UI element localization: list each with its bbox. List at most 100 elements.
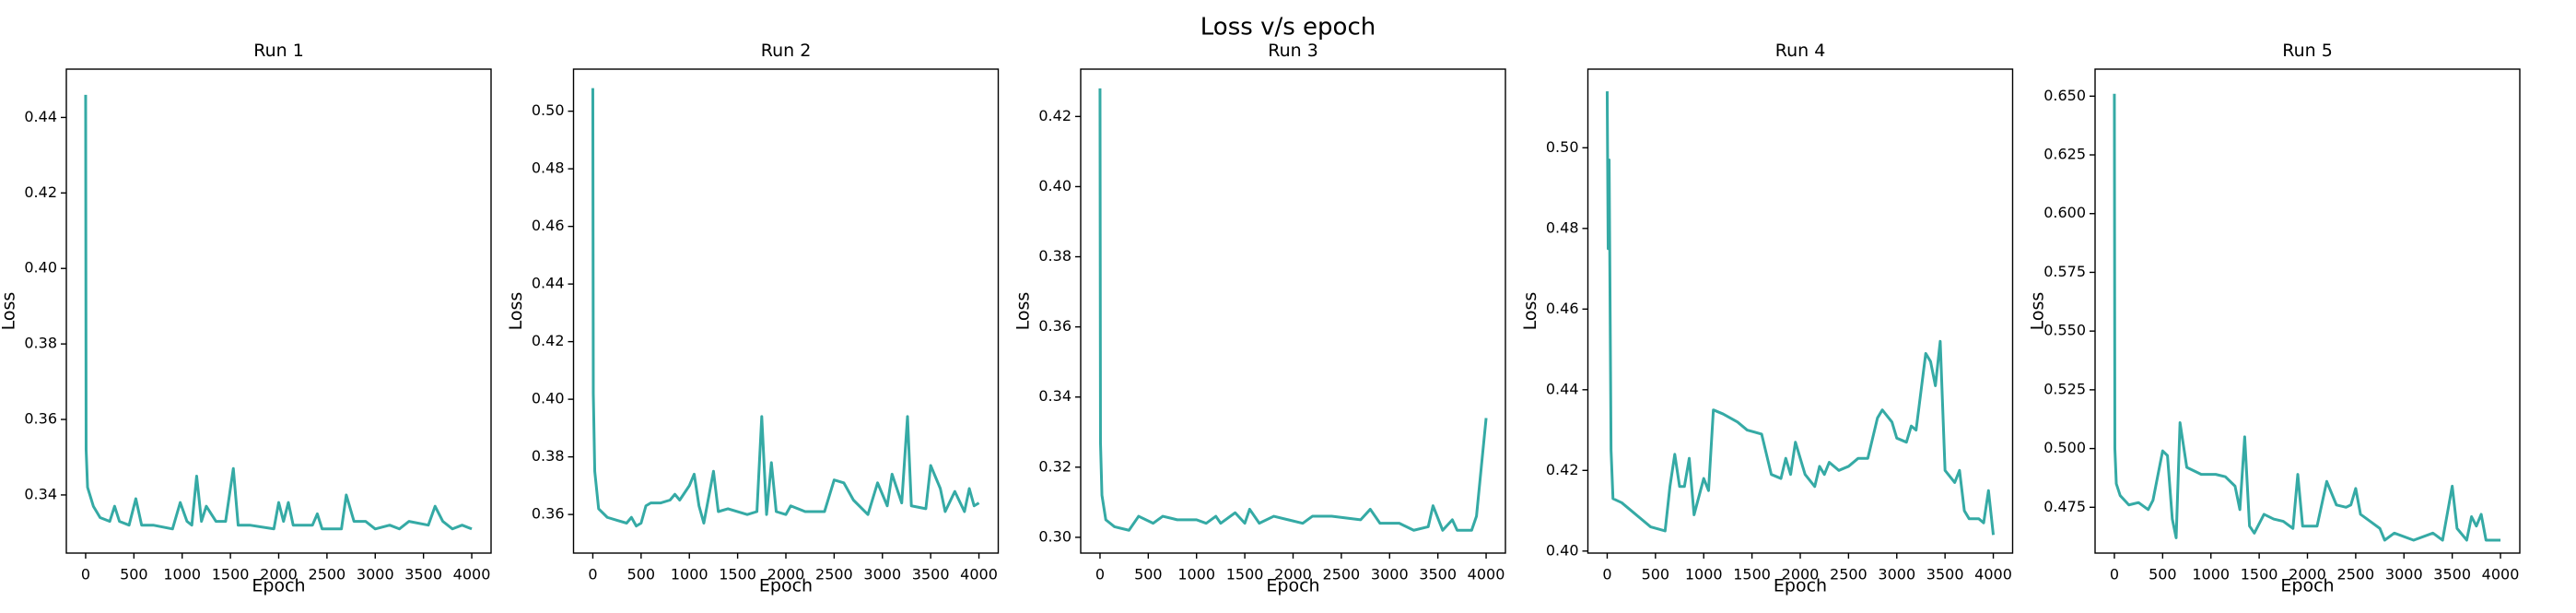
y-tick-label: 0.38: [532, 447, 565, 465]
figure-title: Loss v/s epoch: [1200, 14, 1376, 41]
y-tick-label: 0.50: [532, 101, 565, 119]
x-axis-label: Epoch: [2280, 576, 2334, 596]
axes-frame: [1587, 68, 2014, 554]
x-tick-label: 2500: [815, 566, 853, 584]
x-tick-label: 4000: [1468, 566, 1505, 584]
y-tick-label: 0.500: [2043, 439, 2086, 456]
y-tick-label: 0.34: [24, 485, 57, 502]
x-tick-label: 3000: [1371, 566, 1409, 584]
y-tick-label: 0.42: [1038, 107, 1071, 124]
y-tick-label: 0.34: [1038, 387, 1071, 405]
y-axis-label: Loss: [0, 292, 19, 331]
x-tick-label: 0: [1095, 566, 1105, 584]
x-tick-label: 4000: [1974, 566, 2012, 584]
y-tick-label: 0.40: [24, 259, 57, 277]
subplot-title: Run 3: [1268, 41, 1318, 61]
x-tick-label: 1500: [719, 566, 756, 584]
axes-frame: [1080, 68, 1506, 554]
x-tick-label: 3000: [2385, 566, 2423, 584]
x-tick-label: 1500: [2241, 566, 2278, 584]
y-axis-label: Loss: [1013, 292, 1034, 331]
loss-line: [84, 94, 473, 531]
x-tick-label: 0: [81, 566, 90, 584]
y-tick-label: 0.38: [24, 335, 57, 352]
x-tick-label: 3500: [1926, 566, 1964, 584]
x-tick-label: 3500: [2433, 566, 2471, 584]
x-tick-label: 3000: [357, 566, 394, 584]
y-tick-label: 0.44: [532, 275, 565, 292]
x-tick-label: 2500: [1830, 566, 1868, 584]
y-tick-label: 0.36: [1038, 317, 1071, 335]
x-axis-label: Epoch: [1774, 576, 1827, 596]
x-tick-label: 500: [1134, 566, 1163, 584]
subplot-title: Run 4: [1775, 41, 1826, 61]
y-tick-label: 0.42: [532, 332, 565, 349]
x-tick-label: 1500: [212, 566, 250, 584]
x-axis-label: Epoch: [252, 576, 305, 596]
y-tick-label: 0.575: [2043, 263, 2086, 280]
x-tick-label: 500: [1642, 566, 1670, 584]
x-tick-label: 1500: [1226, 566, 1264, 584]
y-tick-label: 0.46: [532, 217, 565, 234]
y-tick-label: 0.475: [2043, 498, 2086, 515]
y-tick-label: 0.40: [1546, 541, 1579, 559]
y-axis-label: Loss: [2028, 292, 2048, 331]
x-tick-label: 1500: [1733, 566, 1771, 584]
y-tick-label: 0.48: [532, 159, 565, 177]
x-tick-label: 3500: [404, 566, 442, 584]
x-tick-label: 0: [588, 566, 597, 584]
y-tick-label: 0.40: [1038, 177, 1071, 195]
axes-frame: [65, 68, 492, 554]
y-tick-label: 0.46: [1546, 300, 1579, 317]
axes-frame: [2094, 68, 2521, 554]
y-tick-label: 0.600: [2043, 204, 2086, 221]
x-tick-label: 2000: [260, 566, 298, 584]
x-tick-label: 4000: [2482, 566, 2520, 584]
loss-line: [2113, 93, 2501, 542]
x-tick-label: 3000: [863, 566, 901, 584]
subplot-title: Run 5: [2282, 41, 2333, 61]
y-axis-label: Loss: [1520, 292, 1540, 331]
y-tick-label: 0.44: [1546, 380, 1579, 397]
x-tick-label: 1000: [2192, 566, 2230, 584]
y-tick-label: 0.525: [2043, 380, 2086, 397]
x-tick-label: 4000: [960, 566, 998, 584]
x-tick-label: 2000: [1274, 566, 1312, 584]
x-tick-label: 1000: [163, 566, 201, 584]
y-tick-label: 0.42: [1546, 461, 1579, 478]
x-tick-label: 3500: [1419, 566, 1457, 584]
y-tick-label: 0.36: [24, 410, 57, 428]
x-tick-label: 4000: [453, 566, 491, 584]
x-tick-label: 2500: [2337, 566, 2375, 584]
y-axis-label: Loss: [506, 292, 526, 331]
y-tick-label: 0.625: [2043, 146, 2086, 163]
y-tick-label: 0.44: [24, 108, 57, 125]
x-tick-label: 2000: [767, 566, 805, 584]
subplot-title: Run 2: [761, 41, 812, 61]
y-tick-label: 0.48: [1546, 218, 1579, 236]
loss-line: [1605, 91, 1996, 536]
x-tick-label: 1000: [1177, 566, 1215, 584]
x-tick-label: 0: [2110, 566, 2119, 584]
loss-line: [591, 88, 980, 528]
y-tick-label: 0.650: [2043, 87, 2086, 104]
y-tick-label: 0.550: [2043, 322, 2086, 339]
x-axis-label: Epoch: [759, 576, 813, 596]
y-tick-label: 0.30: [1038, 527, 1071, 545]
loss-line: [1098, 88, 1488, 532]
y-tick-label: 0.40: [532, 390, 565, 407]
axes-frame: [572, 68, 1000, 554]
y-tick-label: 0.42: [24, 183, 57, 201]
x-tick-label: 500: [120, 566, 148, 584]
x-tick-label: 500: [627, 566, 656, 584]
x-tick-label: 1000: [1685, 566, 1723, 584]
y-tick-label: 0.50: [1546, 138, 1579, 156]
x-tick-label: 500: [2149, 566, 2177, 584]
subplot-title: Run 1: [253, 41, 304, 61]
x-tick-label: 3500: [912, 566, 950, 584]
x-tick-label: 1000: [671, 566, 708, 584]
x-tick-label: 0: [1602, 566, 1611, 584]
y-tick-label: 0.38: [1038, 247, 1071, 265]
x-tick-label: 2500: [309, 566, 346, 584]
